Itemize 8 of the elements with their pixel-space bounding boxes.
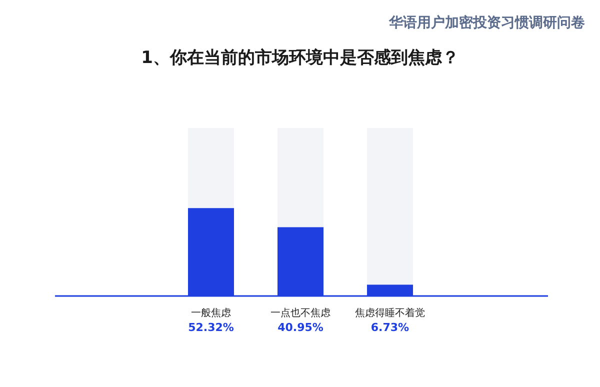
chart-title: 1、你在当前的市场环境中是否感到焦虑？ — [141, 48, 459, 68]
data-label: 6.73% — [370, 321, 410, 334]
x-tick-label: 一点也不焦虑 — [270, 307, 330, 319]
x-tick-label: 焦虑得睡不着觉 — [355, 307, 425, 319]
data-label: 40.95% — [278, 321, 324, 334]
text: 华语用户加密投资习惯调研问卷 — [388, 14, 585, 31]
data-label: 52.32% — [188, 321, 234, 334]
x-tick-label: 一般焦虑 — [191, 307, 231, 319]
